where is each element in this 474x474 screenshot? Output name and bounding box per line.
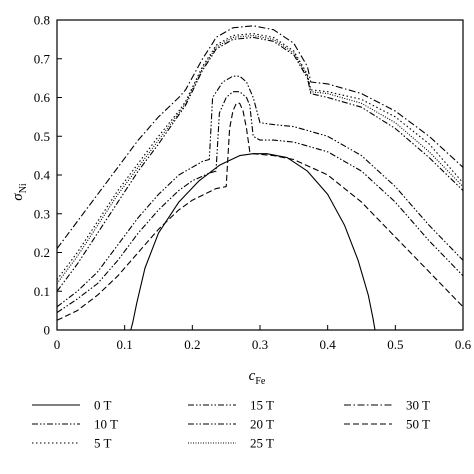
x-tick-label: 0.4 <box>320 337 337 352</box>
series-line-7 <box>56 102 464 321</box>
y-tick-label: 0.2 <box>34 245 50 260</box>
legend-item: 0 T <box>32 398 112 413</box>
series-line-2 <box>56 36 464 292</box>
legend-label: 30 T <box>406 398 430 413</box>
legend-item: 15 T <box>188 398 274 413</box>
y-tick-label: 0.8 <box>34 13 50 28</box>
x-tick-label: 0 <box>54 337 61 352</box>
legend: 0 T 10 T 5 T 15 T 20 T 25 T 30 T 50 T <box>32 398 430 451</box>
series-line-1 <box>56 33 464 280</box>
series-line-4 <box>56 91 464 314</box>
y-tick-label: 0.5 <box>34 129 50 144</box>
legend-item: 20 T <box>188 417 274 432</box>
x-tick-label: 0.3 <box>252 337 268 352</box>
y-tick-label: 0.1 <box>34 284 50 299</box>
x-tick-label: 0.2 <box>184 337 200 352</box>
y-tick-label: 0.4 <box>34 168 51 183</box>
legend-label: 0 T <box>94 398 112 413</box>
plot-frame <box>56 19 464 331</box>
series-line-6 <box>56 25 464 249</box>
legend-label: 10 T <box>94 417 118 432</box>
y-tick-label: 0.7 <box>34 51 51 66</box>
series-line-5 <box>56 34 464 284</box>
x-tick-label: 0.1 <box>117 337 133 352</box>
legend-label: 50 T <box>406 417 430 432</box>
y-axis-ticks: 0 0.1 0.2 0.3 0.4 0.5 0.6 0.7 0.8 <box>34 13 62 338</box>
x-axis-ticks: 0 0.1 0.2 0.3 0.4 0.5 0.6 <box>54 325 472 352</box>
y-tick-label: 0.6 <box>34 90 51 105</box>
y-axis-label: σNi <box>10 183 29 201</box>
x-tick-label: 0.5 <box>387 337 403 352</box>
legend-label: 25 T <box>250 436 274 451</box>
legend-label: 5 T <box>94 436 112 451</box>
legend-label: 15 T <box>250 398 274 413</box>
x-tick-label: 0.6 <box>455 337 472 352</box>
series-line-0 <box>130 153 376 331</box>
legend-label: 20 T <box>250 417 274 432</box>
y-tick-label: 0 <box>44 323 51 338</box>
legend-item: 30 T <box>344 398 430 413</box>
y-tick-label: 0.3 <box>34 206 50 221</box>
x-axis-label: cFe <box>249 368 266 387</box>
legend-item: 50 T <box>344 417 430 432</box>
legend-item: 25 T <box>188 436 274 451</box>
legend-item: 5 T <box>32 436 112 451</box>
legend-item: 10 T <box>32 417 118 432</box>
series-line-3 <box>56 75 464 308</box>
plot-lines <box>56 25 464 331</box>
